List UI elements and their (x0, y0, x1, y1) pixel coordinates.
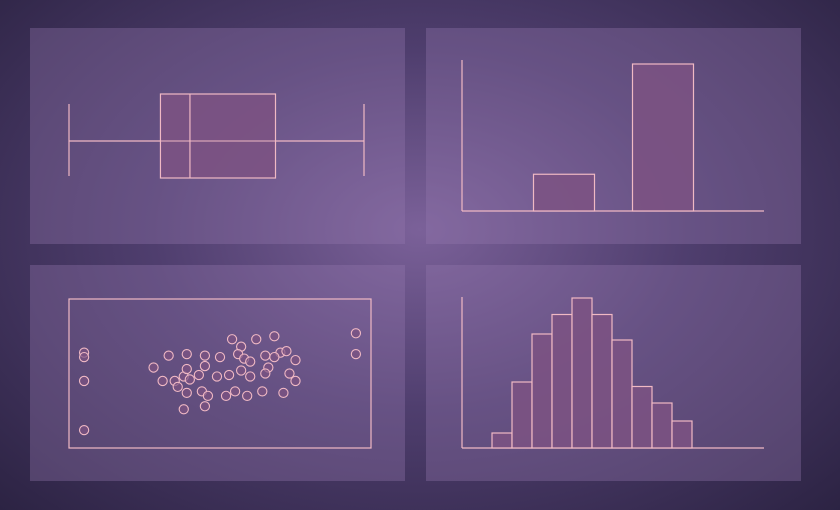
box-plot (68, 93, 365, 179)
scatter-point-14 (269, 331, 280, 342)
scatter-point-40 (220, 390, 232, 402)
scatter-point-46 (290, 375, 301, 387)
scatter-point-41 (229, 386, 241, 397)
hist-bin-6 (611, 339, 633, 449)
scatter-point-13 (251, 334, 262, 345)
scatter-point-33 (245, 371, 256, 382)
scatter-point-16 (281, 346, 292, 357)
scatter-point-47 (178, 404, 189, 415)
hist-bin-1 (511, 381, 533, 449)
scatter-point-29 (260, 350, 271, 361)
scatter-point-28 (245, 356, 256, 367)
scatter-point-2 (78, 375, 90, 387)
plot-frame (68, 298, 372, 449)
scatter-point-42 (242, 390, 253, 402)
scatter-point-8 (181, 348, 192, 360)
scatter-point-36 (181, 387, 192, 399)
scatter-point-1 (78, 351, 90, 363)
bar-3 (631, 63, 695, 212)
scatter-point-6 (148, 362, 159, 373)
bar-chart-panel (426, 28, 801, 244)
scatter-point-23 (199, 360, 211, 372)
bar-chart (461, 60, 764, 212)
hist-bin-7 (631, 385, 653, 449)
box-plot-panel (30, 28, 405, 244)
hist-bin-0 (491, 432, 513, 449)
scatter-point-3 (78, 424, 90, 436)
scatter-point-43 (257, 386, 268, 397)
scatter-point-24 (211, 371, 223, 382)
scatter-point-30 (269, 351, 280, 363)
scatter-point-34 (235, 365, 247, 376)
scatter-point-38 (184, 374, 195, 385)
iqr-box (159, 93, 277, 179)
scatter-point-32 (260, 368, 271, 379)
scatter-point-22 (193, 369, 205, 381)
hist-bin-9 (671, 420, 693, 449)
scatter-plot (68, 298, 372, 449)
scatter-point-48 (199, 401, 211, 412)
scatter-point-9 (199, 350, 211, 361)
scatter-point-17 (290, 354, 301, 366)
scatter-point-5 (350, 348, 362, 360)
histogram-panel (426, 265, 801, 481)
scatter-point-25 (223, 369, 235, 381)
hist-bin-4 (571, 297, 593, 449)
bar-1 (532, 173, 596, 212)
histogram (461, 297, 764, 449)
scatter-point-7 (163, 350, 174, 361)
scatter-point-44 (278, 387, 289, 399)
scatter-point-35 (172, 381, 183, 393)
hist-bin-3 (551, 313, 573, 449)
scatter-point-4 (350, 328, 362, 339)
hist-bin-2 (531, 333, 553, 449)
scatter-point-10 (214, 351, 226, 363)
hist-bin-5 (591, 313, 613, 449)
scatter-point-11 (226, 334, 238, 345)
scatter-plot-panel (30, 265, 405, 481)
scatter-point-45 (284, 368, 295, 379)
scatter-point-18 (157, 375, 168, 387)
hist-bin-8 (651, 402, 673, 449)
scatter-point-21 (181, 363, 192, 375)
scatter-point-39 (202, 390, 214, 402)
